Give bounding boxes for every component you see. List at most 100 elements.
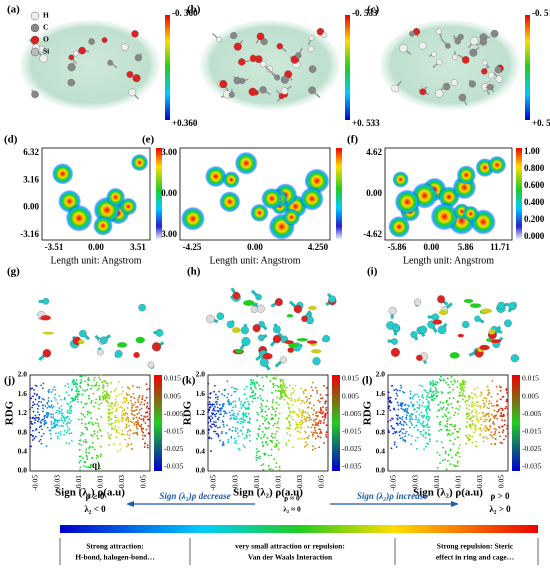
rdg-point bbox=[476, 410, 478, 413]
rdg-point bbox=[416, 393, 419, 396]
rdg-point bbox=[282, 389, 285, 392]
atom bbox=[249, 54, 257, 62]
rdg-point bbox=[309, 401, 311, 404]
rdg-point bbox=[247, 412, 250, 415]
x-tick-label: 4.250 bbox=[308, 242, 329, 252]
rdg-point bbox=[76, 393, 79, 395]
rdg-point bbox=[262, 468, 265, 471]
atom bbox=[216, 36, 222, 43]
atom bbox=[134, 54, 142, 62]
rdg-point bbox=[277, 390, 280, 393]
rdg-point bbox=[121, 390, 124, 393]
rdg-point bbox=[220, 413, 222, 416]
colorbar bbox=[336, 148, 342, 240]
rdg-point bbox=[393, 441, 396, 444]
rdg-point bbox=[300, 422, 303, 425]
rdg-point bbox=[101, 395, 104, 398]
rdg-point bbox=[457, 436, 460, 438]
rdg-point bbox=[65, 431, 68, 434]
rdg-point bbox=[484, 420, 487, 423]
rdg-point bbox=[458, 374, 461, 377]
rdg-point bbox=[427, 432, 430, 435]
rdg-point bbox=[106, 384, 109, 387]
rdg-point bbox=[423, 389, 426, 392]
density-blob bbox=[205, 165, 227, 188]
rdg-point bbox=[93, 379, 95, 381]
rdg-point bbox=[80, 422, 83, 425]
rdg-point bbox=[97, 455, 100, 458]
rdg-point bbox=[307, 436, 310, 439]
rdg-point bbox=[300, 416, 303, 419]
atom bbox=[487, 71, 495, 79]
rdg-point bbox=[498, 426, 500, 428]
rdg-point bbox=[100, 402, 103, 405]
rdg-point bbox=[138, 424, 141, 427]
rdg-point bbox=[467, 434, 470, 437]
atom bbox=[259, 86, 267, 94]
rdg-point bbox=[273, 445, 276, 448]
rdg-point bbox=[317, 399, 320, 402]
rdg-point bbox=[469, 396, 472, 398]
rdg-point bbox=[389, 399, 391, 402]
rdg-point bbox=[480, 405, 482, 408]
rdg-point bbox=[501, 419, 504, 422]
rdg-point bbox=[146, 402, 149, 404]
colorbar-label: 0.005 bbox=[164, 391, 181, 400]
rdg-point bbox=[465, 412, 468, 415]
rdg-point bbox=[290, 399, 293, 402]
colorbar-max: -0. 533 bbox=[352, 8, 378, 18]
rdg-point bbox=[288, 414, 291, 416]
colorbar bbox=[332, 375, 340, 471]
rdg-point bbox=[460, 389, 463, 392]
nci-isosurface bbox=[133, 352, 140, 359]
rdg-point bbox=[104, 396, 107, 399]
rdg-point bbox=[411, 418, 414, 421]
rdg-point bbox=[93, 384, 96, 387]
rdg-point bbox=[301, 411, 303, 414]
rdg-point bbox=[312, 445, 314, 447]
rdg-point bbox=[83, 465, 85, 467]
rdg-point bbox=[457, 412, 459, 415]
rdg-point bbox=[133, 397, 136, 400]
rdg-point bbox=[299, 427, 302, 430]
rdg-point bbox=[56, 424, 59, 426]
rdg-point bbox=[117, 450, 119, 453]
rdg-point bbox=[63, 429, 66, 432]
rdg-point bbox=[501, 409, 504, 412]
rdg-point bbox=[98, 465, 100, 467]
atom bbox=[97, 349, 104, 356]
rdg-point bbox=[272, 407, 274, 410]
rdg-point bbox=[256, 419, 259, 422]
rdg-point bbox=[29, 388, 32, 390]
rdg-point bbox=[394, 431, 396, 433]
rdg-point bbox=[493, 433, 495, 436]
rdg-point bbox=[255, 456, 258, 459]
atom bbox=[454, 38, 461, 45]
rdg-point bbox=[438, 454, 441, 456]
rdg-point bbox=[325, 394, 328, 396]
rdg-point bbox=[100, 416, 103, 419]
rdg-point bbox=[485, 418, 488, 421]
rdg-point bbox=[34, 429, 37, 431]
rdg-point bbox=[432, 391, 434, 394]
atom bbox=[486, 83, 494, 91]
rdg-point bbox=[451, 432, 454, 435]
rdg-point bbox=[50, 437, 53, 440]
rdg-point bbox=[74, 381, 77, 384]
y-tick-label: 3.00 bbox=[161, 229, 177, 239]
rdg-point bbox=[52, 416, 54, 419]
arrow-head bbox=[126, 501, 134, 507]
rdg-point bbox=[314, 447, 317, 450]
rdg-point bbox=[399, 420, 402, 423]
rdg-point bbox=[325, 424, 328, 426]
rdg-point bbox=[210, 426, 213, 429]
rdg-point bbox=[128, 437, 131, 440]
rdg-point bbox=[125, 426, 128, 429]
rdg-point bbox=[474, 394, 477, 396]
rdg-point bbox=[267, 421, 270, 424]
rdg-point bbox=[409, 396, 412, 399]
nci-isosurface bbox=[42, 331, 55, 335]
rdg-point bbox=[93, 432, 96, 435]
rdg-point bbox=[471, 397, 474, 400]
rdg-point bbox=[445, 468, 448, 471]
